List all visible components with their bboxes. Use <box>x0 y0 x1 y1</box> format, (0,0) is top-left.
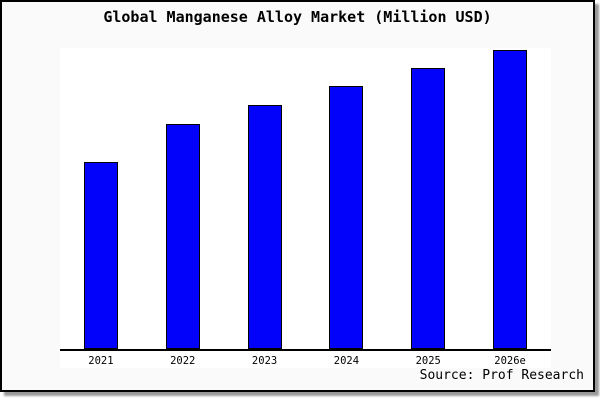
x-tick-label-2024: 2024 <box>333 355 360 367</box>
chart-title: Global Manganese Alloy Market (Million U… <box>103 8 492 26</box>
x-tick-label-2025: 2025 <box>415 355 441 367</box>
chart-figure: Global Manganese Alloy Market (Million U… <box>0 0 595 392</box>
x-axis-line <box>60 349 551 351</box>
plot-area: 2021 2022 2023 2024 2025 2026e <box>60 48 551 368</box>
bar-2026e <box>493 50 528 349</box>
bar-2023 <box>247 105 282 349</box>
bar-2025 <box>411 68 446 349</box>
x-tick-label-2023: 2023 <box>251 355 278 367</box>
source-credit: Source: Prof Research <box>419 368 584 383</box>
bar-2024 <box>329 86 364 349</box>
x-tick-label-2022: 2022 <box>170 355 196 367</box>
bar-2022 <box>165 124 200 349</box>
x-tick-label-2021: 2021 <box>88 355 114 367</box>
x-tick-label-2026e: 2026e <box>494 355 526 367</box>
bar-2021 <box>83 162 118 349</box>
